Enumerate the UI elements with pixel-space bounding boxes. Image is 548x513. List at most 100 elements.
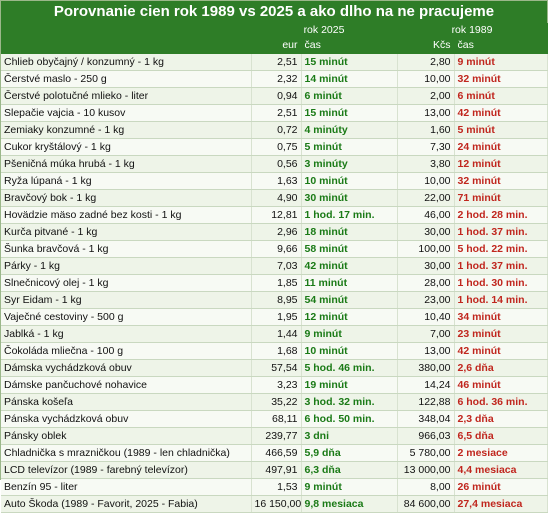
- table-row[interactable]: Šunka bravčová - 1 kg 9,66 58 minút 100,00 5…: [1, 240, 548, 258]
- table-row[interactable]: Cukor kryštálový - 1 kg 0,75 5 minút 7,30 24…: [1, 138, 548, 156]
- item-name: Dámska vychádzková obuv: [1, 359, 252, 377]
- time-2025: 12 minút: [301, 308, 398, 326]
- price-2025: 12,81: [251, 206, 302, 224]
- table-row[interactable]: Chlieb obyčajný / konzumný - 1 kg 2,51 15 …: [1, 53, 548, 71]
- time-2025: 6,3 dňa: [301, 461, 398, 479]
- price-1989: 13 000,00: [397, 461, 455, 479]
- table-body: Chlieb obyčajný / konzumný - 1 kg 2,51 15 …: [1, 53, 548, 513]
- table-row[interactable]: Čerstvé maslo - 250 g 2,32 14 minút 10,00 32…: [1, 70, 548, 88]
- time-1989: 6 minút: [454, 87, 548, 105]
- time-1989: 1 hod. 37 min.: [454, 257, 548, 275]
- table-row[interactable]: Auto Škoda (1989 - Favorit, 2025 - Fabia…: [1, 495, 548, 513]
- item-name: Šunka bravčová - 1 kg: [1, 240, 252, 258]
- time-1989: 4,4 mesiaca: [454, 461, 548, 479]
- table-row[interactable]: Syr Eidam - 1 kg 8,95 54 minút 23,00 1 hod. …: [1, 291, 548, 309]
- time-1989: 9 minút: [454, 53, 548, 71]
- time-2025: 30 minút: [301, 189, 398, 207]
- time-1989: 46 minút: [454, 376, 548, 394]
- price-1989: 3,80: [397, 155, 455, 173]
- time-2025: 9,8 mesiaca: [301, 495, 398, 513]
- price-2025: 1,44: [251, 325, 302, 343]
- time-2025: 1 hod. 17 min.: [301, 206, 398, 224]
- price-2025: 0,56: [251, 155, 302, 173]
- item-name: Chladnička s mrazničkou (1989 - len chla…: [1, 444, 252, 462]
- price-1989: 10,00: [397, 70, 455, 88]
- price-1989: 348,04: [397, 410, 455, 428]
- table-row[interactable]: Pšeničná múka hrubá - 1 kg 0,56 3 minúty 3,…: [1, 155, 548, 173]
- time-2025: 9 minút: [301, 325, 398, 343]
- item-name: Párky - 1 kg: [1, 257, 252, 275]
- price-2025: 2,51: [251, 104, 302, 122]
- time-2025: 6 minút: [301, 87, 398, 105]
- table-row[interactable]: Dámske pančuchové nohavice 3,23 19 minút 14…: [1, 376, 548, 394]
- item-name: Pánska vychádzková obuv: [1, 410, 252, 428]
- time-1989: 24 minút: [454, 138, 548, 156]
- time-1989: 2,6 dňa: [454, 359, 548, 377]
- price-1989: 5 780,00: [397, 444, 455, 462]
- table-row[interactable]: Bravčový bok - 1 kg 4,90 30 minút 22,00 71 m…: [1, 189, 548, 207]
- price-2025: 1,85: [251, 274, 302, 292]
- table-row[interactable]: LCD televízor (1989 - farebný televízor)…: [1, 461, 548, 479]
- time-2025: 15 minút: [301, 53, 398, 71]
- item-name: Ryža lúpaná - 1 kg: [1, 172, 252, 190]
- time-2025: 9 minút: [301, 478, 398, 496]
- table-row[interactable]: Čerstvé polotučné mlieko - liter 0,94 6 mi…: [1, 87, 548, 105]
- time-1989: 1 hod. 14 min.: [454, 291, 548, 309]
- table-row[interactable]: Párky - 1 kg 7,03 42 minút 30,00 1 hod. 37 m…: [1, 257, 548, 275]
- header-empty-2: [1, 37, 252, 54]
- price-2025: 1,63: [251, 172, 302, 190]
- time-1989: 27,4 mesiaca: [454, 495, 548, 513]
- price-1989: 2,80: [397, 53, 455, 71]
- table-row[interactable]: Ryža lúpaná - 1 kg 1,63 10 minút 10,00 32 mi…: [1, 172, 548, 190]
- price-2025: 0,75: [251, 138, 302, 156]
- header-year-1989: rok 1989: [397, 23, 548, 38]
- table-row[interactable]: Benzín 95 - liter 1,53 9 minút 8,00 26 minút: [1, 478, 548, 496]
- time-1989: 42 minút: [454, 104, 548, 122]
- price-2025: 497,91: [251, 461, 302, 479]
- price-1989: 966,03: [397, 427, 455, 445]
- price-2025: 35,22: [251, 393, 302, 411]
- price-1989: 14,24: [397, 376, 455, 394]
- time-2025: 5,9 dňa: [301, 444, 398, 462]
- table-row[interactable]: Čokoláda mliečna - 100 g 1,68 10 minút 13,0…: [1, 342, 548, 360]
- table-row[interactable]: Pánska vychádzková obuv 68,11 6 hod. 50 mi…: [1, 410, 548, 428]
- table-row[interactable]: Jablká - 1 kg 1,44 9 minút 7,00 23 minút: [1, 325, 548, 343]
- time-2025: 10 minút: [301, 342, 398, 360]
- time-2025: 11 minút: [301, 274, 398, 292]
- price-2025: 1,53: [251, 478, 302, 496]
- time-2025: 58 minút: [301, 240, 398, 258]
- table-row[interactable]: Kurča pitvané - 1 kg 2,96 18 minút 30,00 1 h…: [1, 223, 548, 241]
- price-1989: 380,00: [397, 359, 455, 377]
- price-2025: 4,90: [251, 189, 302, 207]
- price-2025: 1,95: [251, 308, 302, 326]
- time-1989: 5 minút: [454, 121, 548, 139]
- table-row[interactable]: Hovädzie mäso zadné bez kosti - 1 kg 12,8…: [1, 206, 548, 224]
- table-row[interactable]: Slnečnicový olej - 1 kg 1,85 11 minút 28,00…: [1, 274, 548, 292]
- time-2025: 18 minút: [301, 223, 398, 241]
- item-name: Auto Škoda (1989 - Favorit, 2025 - Fabia…: [1, 495, 252, 513]
- time-1989: 2 hod. 28 min.: [454, 206, 548, 224]
- table-row[interactable]: Zemiaky konzumné - 1 kg 0,72 4 minúty 1,60 5…: [1, 121, 548, 139]
- price-2025: 466,59: [251, 444, 302, 462]
- price-2025: 9,66: [251, 240, 302, 258]
- price-table: rok 2025 rok 1989 eur čas Kčs čas Chlieb…: [1, 23, 548, 513]
- table-row[interactable]: Chladnička s mrazničkou (1989 - len chla…: [1, 444, 548, 462]
- item-name: Vaječné cestoviny - 500 g: [1, 308, 252, 326]
- table-row[interactable]: Slepačie vajcia - 10 kusov 2,51 15 minút 13…: [1, 104, 548, 122]
- time-1989: 5 hod. 22 min.: [454, 240, 548, 258]
- price-1989: 13,00: [397, 342, 455, 360]
- item-name: Čokoláda mliečna - 100 g: [1, 342, 252, 360]
- price-1989: 28,00: [397, 274, 455, 292]
- table-row[interactable]: Pánsky oblek 239,77 3 dni 966,03 6,5 dňa: [1, 427, 548, 445]
- table-row[interactable]: Pánska košeľa 35,22 3 hod. 32 min. 122,88 6 …: [1, 393, 548, 411]
- time-1989: 1 hod. 30 min.: [454, 274, 548, 292]
- price-2025: 57,54: [251, 359, 302, 377]
- time-1989: 1 hod. 37 min.: [454, 223, 548, 241]
- header-kcs: Kčs: [397, 37, 455, 54]
- time-2025: 3 dni: [301, 427, 398, 445]
- table-row[interactable]: Vaječné cestoviny - 500 g 1,95 12 minút 10,…: [1, 308, 548, 326]
- table-row[interactable]: Dámska vychádzková obuv 57,54 5 hod. 46 mi…: [1, 359, 548, 377]
- price-1989: 2,00: [397, 87, 455, 105]
- price-2025: 2,32: [251, 70, 302, 88]
